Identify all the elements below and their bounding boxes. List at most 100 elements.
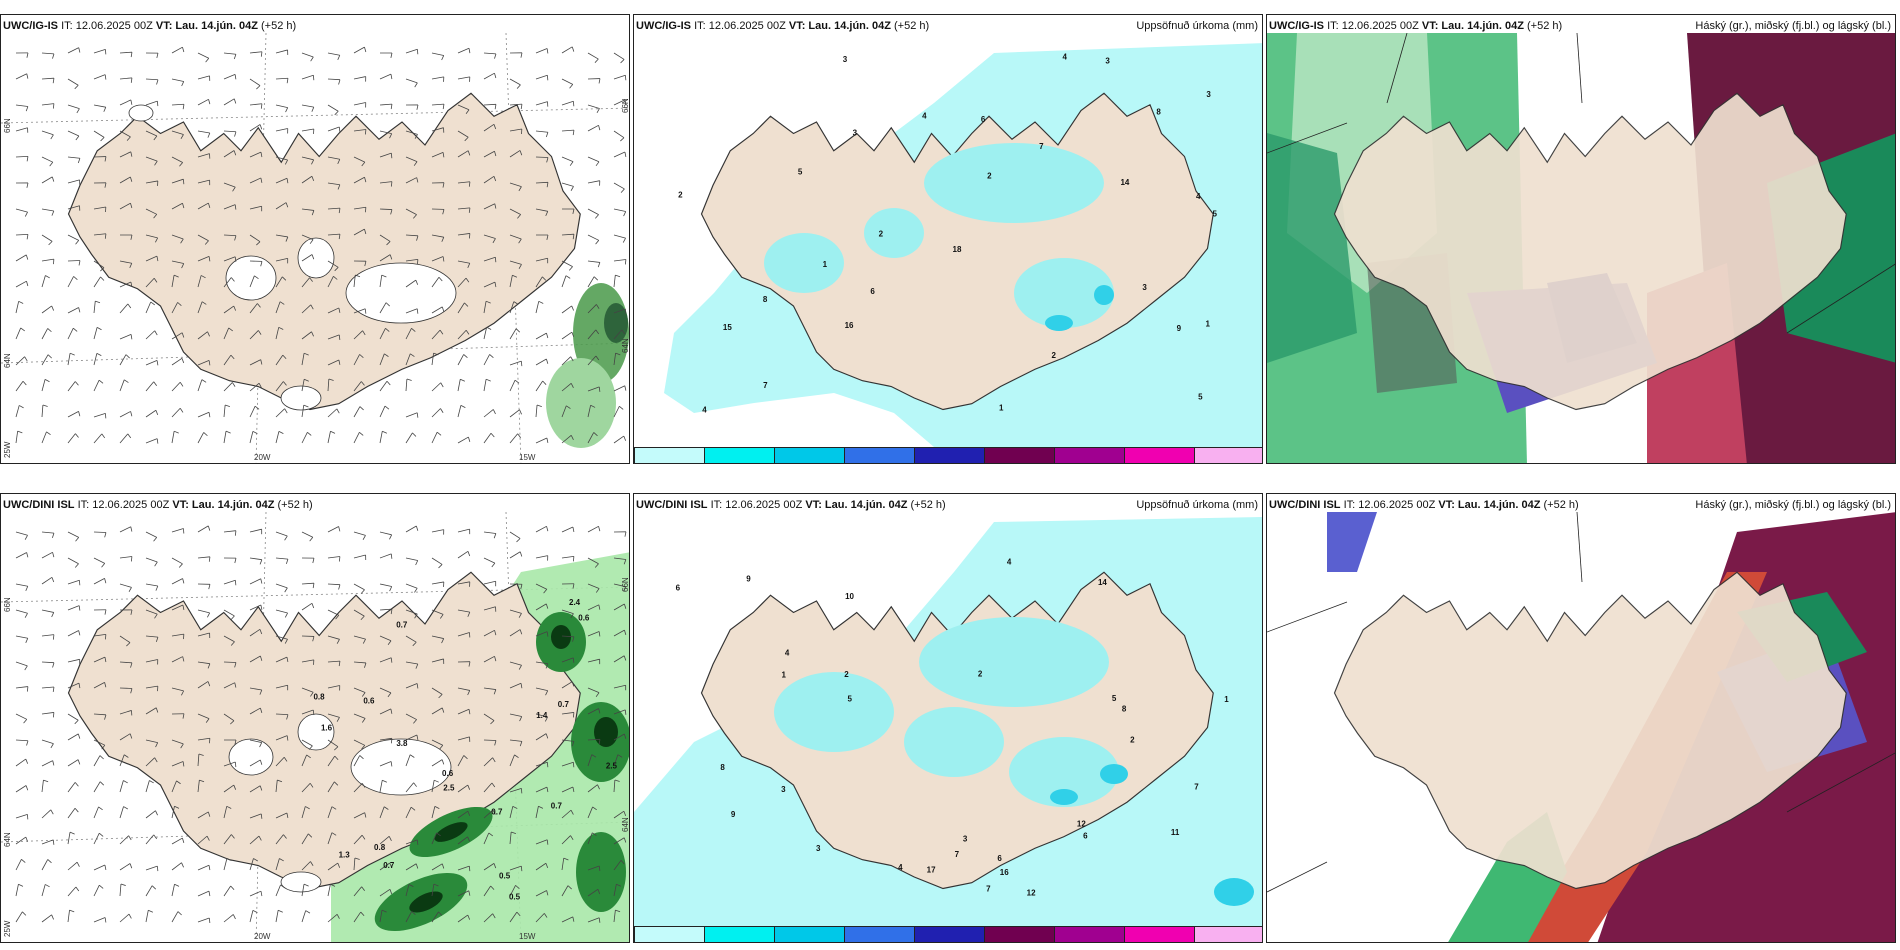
wind-barb bbox=[379, 405, 386, 418]
wind-barb bbox=[119, 806, 124, 819]
wind-barb-flag bbox=[130, 176, 133, 182]
wind-barb-flag bbox=[330, 430, 336, 434]
wind-barb bbox=[587, 557, 599, 565]
wind-barb bbox=[327, 713, 340, 718]
wind-barb-flag bbox=[545, 603, 549, 609]
wind-barb-flag bbox=[442, 209, 445, 215]
wind-barb-flag bbox=[545, 733, 549, 739]
wind-barb bbox=[457, 914, 469, 923]
wind-barb-flag bbox=[436, 832, 441, 837]
wind-barb bbox=[275, 77, 289, 80]
wind-barb bbox=[587, 784, 598, 793]
wind-barb bbox=[67, 910, 70, 923]
value-label: 1 bbox=[999, 404, 1004, 413]
wind-barb bbox=[587, 525, 599, 533]
cloud-map-canvas bbox=[1267, 33, 1895, 463]
wind-barb bbox=[93, 260, 105, 268]
wind-barb bbox=[561, 885, 569, 897]
wind-barb-flag bbox=[546, 787, 549, 793]
wind-barb-flag bbox=[51, 532, 55, 538]
wind-barb-flag bbox=[511, 831, 517, 835]
wind-barb-flag bbox=[20, 327, 25, 332]
wind-barb bbox=[93, 48, 106, 54]
wind-barb-flag bbox=[130, 281, 133, 288]
wind-barb-flag bbox=[259, 124, 263, 130]
wind-barb-flag bbox=[488, 832, 494, 837]
wind-barb bbox=[93, 656, 106, 663]
wind-barb-flag bbox=[179, 382, 184, 387]
wind-barb bbox=[405, 156, 418, 163]
wind-barb bbox=[561, 275, 567, 288]
wind-barb-flag bbox=[334, 267, 339, 272]
wind-barb bbox=[223, 405, 226, 418]
wind-barb-flag bbox=[390, 657, 393, 663]
wind-barb-flag bbox=[74, 719, 79, 725]
wind-barb-flag bbox=[614, 779, 620, 782]
wind-barb bbox=[535, 437, 548, 444]
wind-barb bbox=[457, 528, 470, 533]
panel-dini-precip: UWC/DINI ISL IT: 12.06.2025 00Z VT: Lau.… bbox=[633, 493, 1263, 943]
wind-barb bbox=[223, 382, 233, 392]
wind-barb-flag bbox=[364, 129, 367, 135]
wind-barb-flag bbox=[42, 404, 48, 407]
wind-barb bbox=[223, 256, 236, 262]
wind-barb bbox=[535, 806, 539, 819]
wind-barb bbox=[249, 739, 262, 743]
wind-barb bbox=[561, 182, 574, 187]
wind-barb bbox=[457, 181, 470, 184]
wind-barb bbox=[67, 861, 78, 871]
wind-barb bbox=[613, 837, 625, 845]
wind-barb-flag bbox=[47, 354, 52, 359]
wind-barb-flag bbox=[260, 813, 263, 819]
wind-barb-flag bbox=[485, 378, 491, 382]
wind-barb-flag bbox=[130, 52, 133, 58]
wind-barb-flag bbox=[382, 779, 388, 783]
wind-barb-flag bbox=[460, 404, 466, 408]
wind-barb bbox=[379, 531, 392, 536]
wind-barb bbox=[405, 48, 418, 54]
wind-barb-flag bbox=[153, 537, 158, 542]
wind-barb-flag bbox=[129, 263, 133, 269]
wind-barb-flag bbox=[26, 156, 29, 162]
value-label: 5 bbox=[1213, 210, 1218, 219]
wind-barb bbox=[171, 656, 183, 663]
panel-header: UWC/DINI ISL IT: 12.06.2025 00Z VT: Lau.… bbox=[3, 499, 313, 511]
wind-barb bbox=[327, 207, 340, 210]
wind-barb-flag bbox=[130, 334, 133, 340]
wind-barb bbox=[119, 884, 122, 897]
wind-barb-flag bbox=[180, 743, 184, 749]
wind-barb bbox=[275, 609, 288, 614]
wind-barb bbox=[197, 411, 210, 418]
wind-barb bbox=[275, 257, 288, 262]
wind-barb-flag bbox=[387, 692, 392, 698]
wind-barb-flag bbox=[338, 208, 341, 214]
wind-barb bbox=[301, 74, 314, 80]
wind-barb bbox=[301, 531, 313, 538]
wind-barb bbox=[431, 609, 444, 615]
wind-barb-flag bbox=[334, 110, 339, 116]
edge-label: 64N bbox=[621, 338, 630, 353]
wind-barb-flag bbox=[438, 564, 443, 569]
wind-barb-flag bbox=[45, 275, 50, 279]
wind-barb bbox=[301, 104, 314, 108]
wind-barb-flag bbox=[436, 431, 442, 436]
wind-barb-flag bbox=[517, 433, 521, 438]
cloud-map-canvas bbox=[1267, 512, 1895, 942]
value-label: 1.4 bbox=[536, 711, 548, 720]
wind-barb-flag bbox=[74, 381, 79, 386]
wind-barb-flag bbox=[592, 806, 597, 811]
wind-barb bbox=[327, 156, 340, 160]
wind-barb bbox=[327, 609, 339, 616]
wind-barb bbox=[301, 861, 311, 871]
wind-barb bbox=[275, 234, 288, 238]
wind-barb bbox=[275, 910, 279, 923]
wind-barb-flag bbox=[51, 914, 54, 920]
wind-barb bbox=[613, 208, 626, 212]
wind-barb-flag bbox=[234, 235, 237, 241]
wind-barb bbox=[15, 155, 29, 158]
wind-barb-flag bbox=[415, 663, 419, 669]
wind-barb bbox=[561, 435, 572, 444]
wind-barb bbox=[93, 557, 105, 564]
wind-barb bbox=[379, 910, 383, 923]
lat-label: 66N bbox=[3, 118, 12, 133]
